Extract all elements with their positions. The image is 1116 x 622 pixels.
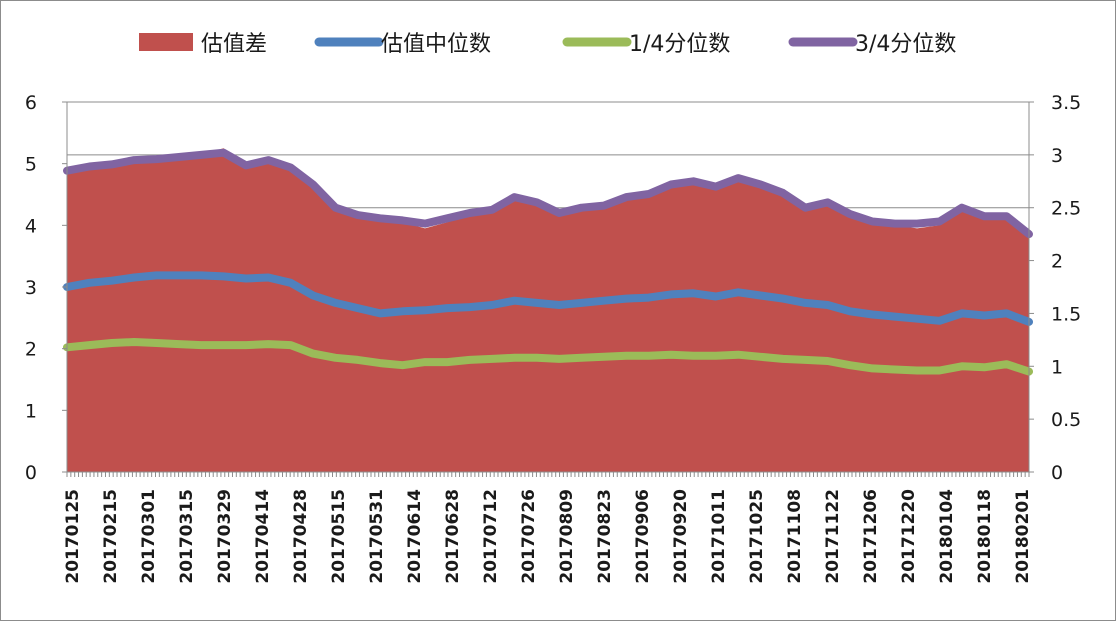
right-tick-label: 0 — [1051, 462, 1063, 484]
legend-label: 3/4分位数 — [855, 32, 956, 57]
x-tick-label: 20170215 — [101, 489, 121, 584]
x-tick-label: 20170628 — [443, 489, 463, 584]
x-tick-label: 20170125 — [63, 489, 83, 584]
legend-label: 1/4分位数 — [629, 32, 730, 57]
legend-item: 1/4分位数 — [562, 32, 730, 57]
x-tick-label: 20170428 — [291, 489, 311, 584]
x-tick-label: 20171220 — [899, 489, 919, 584]
x-tick-label: 20170920 — [671, 489, 691, 584]
x-tick-label: 20170906 — [633, 489, 653, 584]
legend-item: 估值中位数 — [314, 32, 491, 57]
x-tick-label: 20170823 — [595, 489, 615, 584]
area-series-group — [67, 148, 1029, 473]
legend-swatch — [139, 33, 193, 51]
right-tick-label: 3.5 — [1051, 92, 1081, 114]
left-axis-ticks: 0 1 2 3 4 5 6 — [25, 92, 67, 484]
left-tick-label: 6 — [25, 92, 37, 114]
x-tick-label: 20170726 — [519, 489, 539, 584]
legend: 估值差 估值中位数 1/4分位数 3/4分位数 — [139, 32, 956, 57]
right-tick-label: 1.5 — [1051, 303, 1081, 325]
x-tick-label: 20171122 — [823, 489, 843, 584]
x-axis-ticks: 20170125 20170215 20170301 20170315 20170329… — [63, 489, 1033, 584]
x-tick-label: 20170329 — [215, 489, 235, 584]
right-tick-label: 2 — [1051, 251, 1063, 273]
x-tick-label: 20170712 — [481, 489, 501, 584]
x-tick-label: 20171011 — [709, 489, 729, 584]
left-tick-label: 1 — [25, 400, 37, 422]
left-tick-label: 0 — [25, 462, 37, 484]
x-tick-label: 20170614 — [405, 489, 425, 584]
legend-item: 估值差 — [139, 32, 267, 57]
legend-item: 3/4分位数 — [788, 32, 956, 57]
x-tick-label: 20180104 — [937, 489, 957, 584]
x-tick-label: 20170414 — [253, 489, 273, 584]
left-tick-label: 4 — [25, 215, 37, 237]
area-series-估值差 — [67, 148, 1029, 473]
x-tick-label: 20170531 — [367, 489, 387, 584]
x-tick-label: 20180201 — [1013, 489, 1033, 584]
legend-label: 估值差 — [201, 32, 267, 57]
x-tick-label: 20180118 — [975, 489, 995, 584]
right-axis-ticks: 0 0.5 1 1.5 2 2.5 3 3.5 — [1029, 92, 1081, 484]
left-tick-label: 5 — [25, 154, 37, 176]
x-tick-label: 20171025 — [747, 489, 767, 584]
x-tick-label: 20170301 — [139, 489, 159, 584]
x-tick-label: 20171108 — [785, 489, 805, 584]
line-series — [63, 148, 1033, 239]
line-series-group — [63, 148, 1033, 376]
right-tick-label: 3 — [1051, 145, 1063, 167]
right-tick-label: 2.5 — [1051, 198, 1081, 220]
left-tick-label: 3 — [25, 277, 37, 299]
line-series — [63, 338, 1033, 376]
x-tick-label: 20171206 — [861, 489, 881, 584]
legend-label: 估值中位数 — [381, 32, 491, 57]
x-tick-label: 20170809 — [557, 489, 577, 584]
right-tick-label: 1 — [1051, 356, 1063, 378]
right-tick-label: 0.5 — [1051, 409, 1081, 431]
left-tick-label: 2 — [25, 339, 37, 361]
x-tick-label: 20170315 — [177, 489, 197, 584]
line-series — [63, 271, 1033, 326]
x-tick-label: 20170515 — [329, 489, 349, 584]
